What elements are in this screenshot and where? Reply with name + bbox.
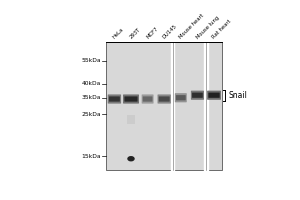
Text: 55kDa: 55kDa: [82, 58, 101, 63]
Text: Rat heart: Rat heart: [212, 19, 233, 40]
Text: 15kDa: 15kDa: [82, 154, 101, 159]
FancyBboxPatch shape: [142, 94, 154, 104]
FancyBboxPatch shape: [192, 93, 203, 98]
FancyBboxPatch shape: [123, 94, 139, 104]
FancyBboxPatch shape: [191, 91, 204, 100]
Bar: [106, 42, 222, 170]
FancyBboxPatch shape: [124, 96, 138, 102]
FancyBboxPatch shape: [159, 96, 170, 102]
Text: Snail: Snail: [229, 91, 247, 100]
FancyBboxPatch shape: [109, 96, 120, 102]
Text: HeLa: HeLa: [112, 27, 125, 40]
Circle shape: [128, 157, 134, 161]
Text: Mouse heart: Mouse heart: [178, 13, 205, 40]
Text: 40kDa: 40kDa: [82, 81, 101, 86]
FancyBboxPatch shape: [143, 96, 152, 102]
Text: 25kDa: 25kDa: [82, 112, 101, 117]
FancyBboxPatch shape: [108, 94, 121, 104]
FancyBboxPatch shape: [176, 95, 186, 100]
Text: 35kDa: 35kDa: [82, 95, 101, 100]
Bar: [127, 115, 135, 124]
FancyBboxPatch shape: [207, 91, 221, 100]
Text: DU145: DU145: [162, 24, 178, 40]
Text: 293T: 293T: [129, 27, 142, 40]
Text: Mouse lung: Mouse lung: [195, 15, 220, 40]
FancyBboxPatch shape: [158, 94, 171, 104]
FancyBboxPatch shape: [208, 93, 220, 98]
FancyBboxPatch shape: [175, 93, 187, 102]
Text: MCF7: MCF7: [145, 26, 159, 40]
